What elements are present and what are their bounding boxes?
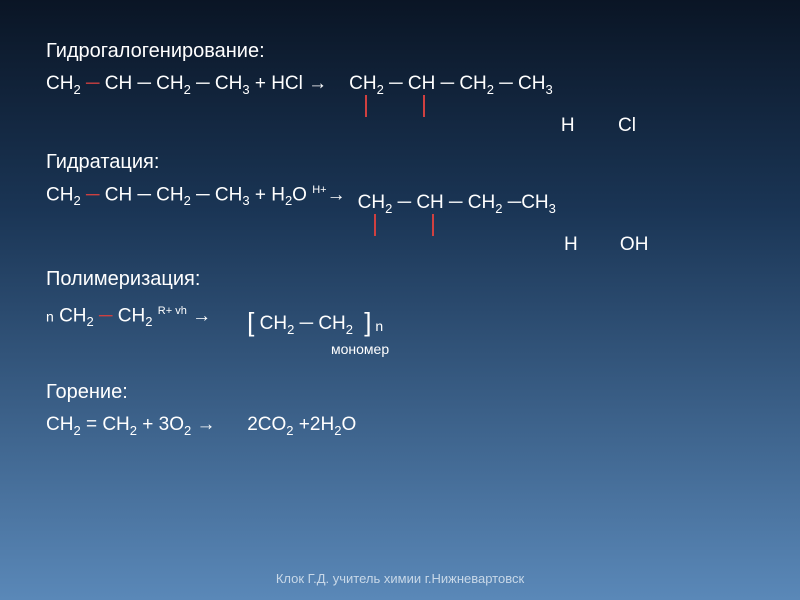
t: O bbox=[292, 184, 312, 205]
t: 3 bbox=[242, 82, 249, 97]
t: → bbox=[187, 305, 211, 326]
t: n bbox=[372, 318, 384, 334]
t: ─ СН bbox=[494, 73, 545, 94]
bond-bar bbox=[423, 95, 425, 117]
t: O bbox=[341, 414, 356, 435]
t: + H bbox=[250, 184, 285, 205]
t: 2 bbox=[87, 314, 94, 329]
t: ─ СН bbox=[191, 184, 242, 205]
t: 2 bbox=[184, 82, 191, 97]
t: H+ bbox=[312, 184, 326, 196]
s2-lhs: СН2 ─ CH ─ CH2 ─ СН3 + H2O H+→ bbox=[46, 184, 346, 208]
s3-rhs: [ СН2 ─ CH2 ] n bbox=[247, 307, 383, 339]
t: CH bbox=[118, 305, 145, 326]
t: СН bbox=[358, 192, 385, 213]
t: СН bbox=[54, 305, 87, 326]
t: СН bbox=[46, 184, 73, 205]
s1-lhs: СН2 ─ CH ─ СН2 ─ СН3 + HCl → bbox=[46, 73, 327, 97]
s2-rhs: СН2 ─ CH ─ СН2 ─СН3 H OH bbox=[358, 192, 556, 216]
s4-eq: СН2 = СН2 + 3O2 → 2CO2 +2H2O bbox=[46, 414, 356, 438]
red-bond: ─ bbox=[81, 184, 105, 205]
section-2-title: Гидратация: bbox=[46, 151, 754, 174]
t: СН bbox=[260, 313, 287, 334]
t: CH ─ СН bbox=[105, 73, 184, 94]
t: ─ СН bbox=[191, 73, 242, 94]
t: + HCl → bbox=[250, 73, 328, 94]
bond-bar bbox=[365, 95, 367, 117]
bond-bar bbox=[374, 214, 376, 236]
t: R+ vh bbox=[158, 305, 187, 317]
atom-oh: OH bbox=[604, 234, 664, 256]
section-1-equation: СН2 ─ CH ─ СН2 ─ СН3 + HCl → СН2 ─ CH ─ … bbox=[46, 73, 754, 97]
t: ─ CH ─ СН bbox=[392, 192, 495, 213]
s1-atoms: H Cl bbox=[553, 115, 649, 137]
red-bond: ─ bbox=[94, 305, 118, 326]
t: [ bbox=[247, 307, 254, 337]
t: 2 bbox=[73, 423, 80, 438]
t: 2 bbox=[286, 423, 293, 438]
t: 2 bbox=[73, 82, 80, 97]
t: СН bbox=[349, 73, 376, 94]
t: +2H bbox=[294, 414, 335, 435]
atom-cl: Cl bbox=[605, 115, 649, 137]
t: 2 bbox=[377, 82, 384, 97]
t: 3 bbox=[549, 201, 556, 216]
section-4-title: Горение: bbox=[46, 381, 754, 404]
bond-bar bbox=[432, 214, 434, 236]
s3-lhs: n СН2 ─ CH2 R+ vh → bbox=[46, 305, 211, 329]
section-2-equation: СН2 ─ CH ─ CH2 ─ СН3 + H2O H+→ СН2 ─ CH … bbox=[46, 184, 754, 208]
monomer-label: мономер bbox=[331, 341, 754, 357]
red-bond: ─ bbox=[81, 73, 105, 94]
atom-h: H bbox=[549, 234, 593, 256]
section-3-equation: n СН2 ─ CH2 R+ vh → [ СН2 ─ CH2 ] n bbox=[46, 301, 754, 333]
t: ─ CH bbox=[294, 313, 345, 334]
section-4-equation: СН2 = СН2 + 3O2 → 2CO2 +2H2O bbox=[46, 414, 754, 438]
section-1-title: Гидрогалогенирование: bbox=[46, 40, 754, 63]
t: 2 bbox=[346, 322, 353, 337]
t: СН bbox=[46, 414, 73, 435]
t: 3 bbox=[546, 82, 553, 97]
t: n bbox=[46, 308, 54, 324]
t: 2 bbox=[73, 193, 80, 208]
footer-credit: Клок Г.Д. учитель химии г.Нижневартовск bbox=[0, 571, 800, 586]
t: ─СН bbox=[502, 192, 548, 213]
section-3-title: Полимеризация: bbox=[46, 268, 754, 291]
t: + 3O bbox=[137, 414, 184, 435]
t: 2 bbox=[184, 193, 191, 208]
t: = СН bbox=[81, 414, 130, 435]
t: 2 bbox=[487, 82, 494, 97]
t: 2 bbox=[130, 423, 137, 438]
t: 3 bbox=[242, 193, 249, 208]
s2-atoms: H OH bbox=[556, 234, 664, 256]
t: ─ CH ─ CH bbox=[384, 73, 487, 94]
atom-h: H bbox=[546, 115, 590, 137]
s1-rhs: СН2 ─ CH ─ CH2 ─ СН3 H Cl bbox=[349, 73, 553, 97]
t: ] bbox=[364, 307, 371, 337]
t: → 2CO bbox=[191, 414, 286, 435]
t: → bbox=[327, 184, 346, 205]
t: СН bbox=[46, 73, 73, 94]
t: CH ─ CH bbox=[105, 184, 184, 205]
